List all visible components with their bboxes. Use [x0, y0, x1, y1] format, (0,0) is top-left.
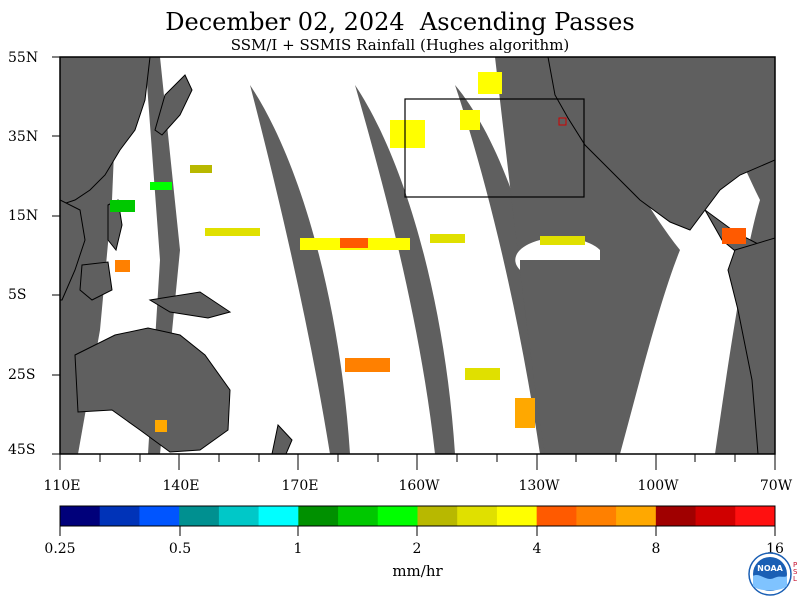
lon-label: 170E — [281, 478, 319, 494]
colorbar-cell — [655, 506, 697, 526]
rain-patch — [478, 72, 502, 94]
rain-patch — [340, 238, 368, 248]
colorbar-tick-label: 8 — [651, 541, 661, 557]
lat-label: 55N — [8, 50, 39, 66]
colorbar-cell — [536, 506, 577, 526]
rain-patch — [460, 110, 480, 130]
psl-letter: S — [793, 568, 798, 576]
swath-gap — [515, 237, 600, 270]
new-guinea — [148, 291, 232, 319]
colorbar-cell — [298, 506, 339, 526]
colorbar-cell — [377, 506, 418, 526]
colorbar-cell — [258, 506, 299, 526]
colorbar-unit: mm/hr — [392, 562, 443, 580]
lat-label: 5S — [8, 287, 27, 303]
rain-patch — [722, 228, 746, 244]
map-subtitle: SSM/I + SSMIS Rainfall (Hughes algorithm… — [230, 36, 570, 54]
rain-patch — [155, 420, 167, 432]
map-title: December 02, 2024 Ascending Passes — [165, 8, 635, 36]
lon-label: 70W — [759, 478, 793, 494]
swath-gap — [355, 85, 455, 454]
south-america — [727, 237, 775, 454]
rain-patch — [390, 120, 425, 148]
north-america — [547, 57, 775, 231]
lat-label: 45S — [8, 442, 36, 458]
noaa-logo-text: NOAA — [757, 564, 783, 573]
new-zealand — [271, 423, 293, 454]
colorbar-cell — [60, 506, 101, 526]
australia — [74, 327, 231, 453]
colorbar-cell — [576, 506, 617, 526]
colorbar-cell — [218, 506, 260, 526]
rain-patch — [515, 398, 535, 428]
psl-logo: P S L — [793, 562, 800, 583]
lon-label: 160W — [398, 478, 440, 494]
psl-letter: P — [793, 561, 798, 569]
colorbar-cell — [616, 506, 657, 526]
indochina — [60, 199, 86, 301]
colorbar-tick-label: 2 — [412, 541, 422, 557]
rain-patch — [190, 165, 212, 173]
lat-label: 15N — [8, 208, 39, 224]
colorbar-cell — [139, 506, 180, 526]
lon-label: 100W — [637, 478, 679, 494]
land-masses — [60, 57, 775, 454]
asia-landmass — [60, 57, 151, 206]
swath-gap — [250, 85, 350, 454]
colorbar-ticks — [59, 526, 776, 536]
colorbar-cell — [179, 506, 220, 526]
colorbar-tick-label: 1 — [293, 541, 303, 557]
rain-patch — [205, 228, 260, 236]
colorbar-tick-label: 0.25 — [44, 541, 76, 557]
rain-patch — [115, 260, 130, 272]
rain-patch — [345, 358, 390, 372]
colorbar-cell — [735, 506, 776, 526]
lon-label: 140E — [162, 478, 200, 494]
colorbar-cells — [60, 506, 776, 526]
colorbar-cell — [457, 506, 498, 526]
colorbar-tick-label: 0.5 — [168, 541, 192, 557]
rain-patch — [465, 368, 500, 380]
rain-patch — [430, 234, 465, 243]
swath-gap — [145, 57, 180, 454]
region-box — [404, 98, 585, 198]
colorbar-tick-label: 4 — [532, 541, 542, 557]
lat-label: 25S — [8, 367, 36, 383]
region-marker — [558, 117, 567, 126]
colorbar-cell — [338, 506, 379, 526]
noaa-logo: NOAA — [748, 552, 792, 596]
colorbar-cell — [99, 506, 140, 526]
psl-letter: L — [793, 575, 797, 583]
lat-label: 35N — [8, 129, 39, 145]
colorbar-cell — [417, 506, 458, 526]
rain-patch — [540, 236, 585, 245]
colorbar-cell — [496, 506, 538, 526]
borneo — [79, 261, 113, 301]
colorbar-cell — [695, 506, 736, 526]
rainfall-patches — [110, 72, 746, 432]
lon-label: 110E — [43, 478, 81, 494]
rain-patch — [110, 200, 135, 212]
lon-label: 130W — [518, 478, 560, 494]
axis-ticks — [52, 56, 776, 470]
japan — [154, 74, 193, 136]
rain-patch — [150, 182, 172, 190]
